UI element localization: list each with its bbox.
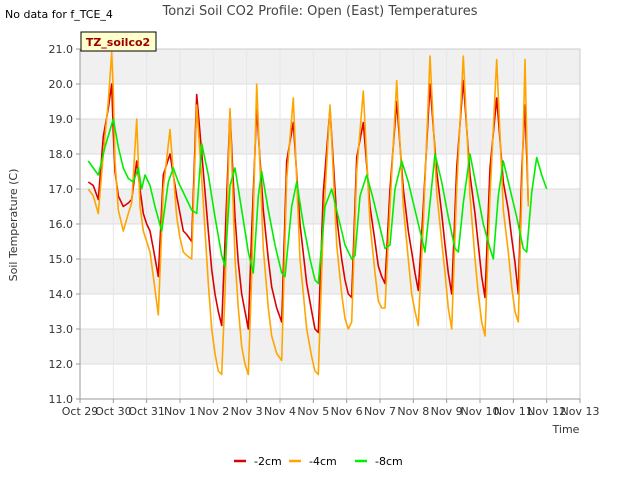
y-tick-label: 13.0 (49, 323, 74, 336)
y-tick-label: 11.0 (49, 393, 74, 406)
background-band (80, 49, 580, 84)
background-bands (80, 49, 580, 364)
background-band (80, 259, 580, 294)
x-tick-label: Nov 12 (527, 405, 566, 418)
legend-label: -2cm (254, 455, 282, 468)
no-data-note: No data for f_TCE_4 (5, 8, 113, 21)
x-tick-label: Nov 8 (397, 405, 429, 418)
y-tick-label: 14.0 (49, 288, 74, 301)
x-tick-label: Nov 6 (331, 405, 363, 418)
series-badge: TZ_soilco2 (80, 31, 157, 52)
series-badge-box (80, 31, 157, 52)
x-tick-label: Oct 30 (95, 405, 132, 418)
x-tick-label: Nov 10 (461, 405, 500, 418)
x-tick-label: Oct 29 (62, 405, 99, 418)
series-layer (87, 51, 548, 376)
legend: -2cm -4cm -8cm (234, 455, 403, 468)
y-tick-label: 21.0 (49, 43, 74, 56)
y-tick-label: 19.0 (49, 113, 74, 126)
x-tick-label: Nov 11 (494, 405, 533, 418)
series-line-neg8cm (87, 118, 548, 285)
y-tick-label: 16.0 (49, 218, 74, 231)
y-tick-label: 17.0 (49, 183, 74, 196)
grid-lines (79, 48, 581, 400)
x-tick-label: Nov 7 (364, 405, 396, 418)
x-tick-label: Nov 5 (297, 405, 329, 418)
x-tick-label: Nov 3 (231, 405, 263, 418)
x-tick-label: Nov 1 (164, 405, 196, 418)
x-tick-label: Nov 2 (197, 405, 229, 418)
x-tick-label: Nov 9 (431, 405, 463, 418)
x-tick-label: Nov 13 (561, 405, 600, 418)
background-band (80, 329, 580, 364)
chart-title: Tonzi Soil CO2 Profile: Open (East) Temp… (161, 4, 477, 19)
legend-label: -4cm (309, 455, 337, 468)
legend-label: -8cm (375, 455, 403, 468)
y-tick-label: 15.0 (49, 253, 74, 266)
y-axis-ticks: 11.0 12.0 13.0 14.0 15.0 16.0 17.0 18.0 19.0 20.0… (49, 43, 80, 406)
x-axis-label: Time (552, 423, 580, 436)
y-tick-label: 18.0 (49, 148, 74, 161)
x-tick-label: Oct 31 (128, 405, 165, 418)
y-tick-label: 12.0 (49, 358, 74, 371)
background-band (80, 119, 580, 154)
series-line-neg2cm (87, 79, 530, 334)
series-badge-label: TZ_soilco2 (86, 36, 150, 49)
y-tick-label: 20.0 (49, 78, 74, 91)
x-tick-label: Nov 4 (264, 405, 296, 418)
y-axis-label: Soil Temperature (C) (7, 169, 20, 282)
series-line-neg4cm (87, 51, 530, 376)
